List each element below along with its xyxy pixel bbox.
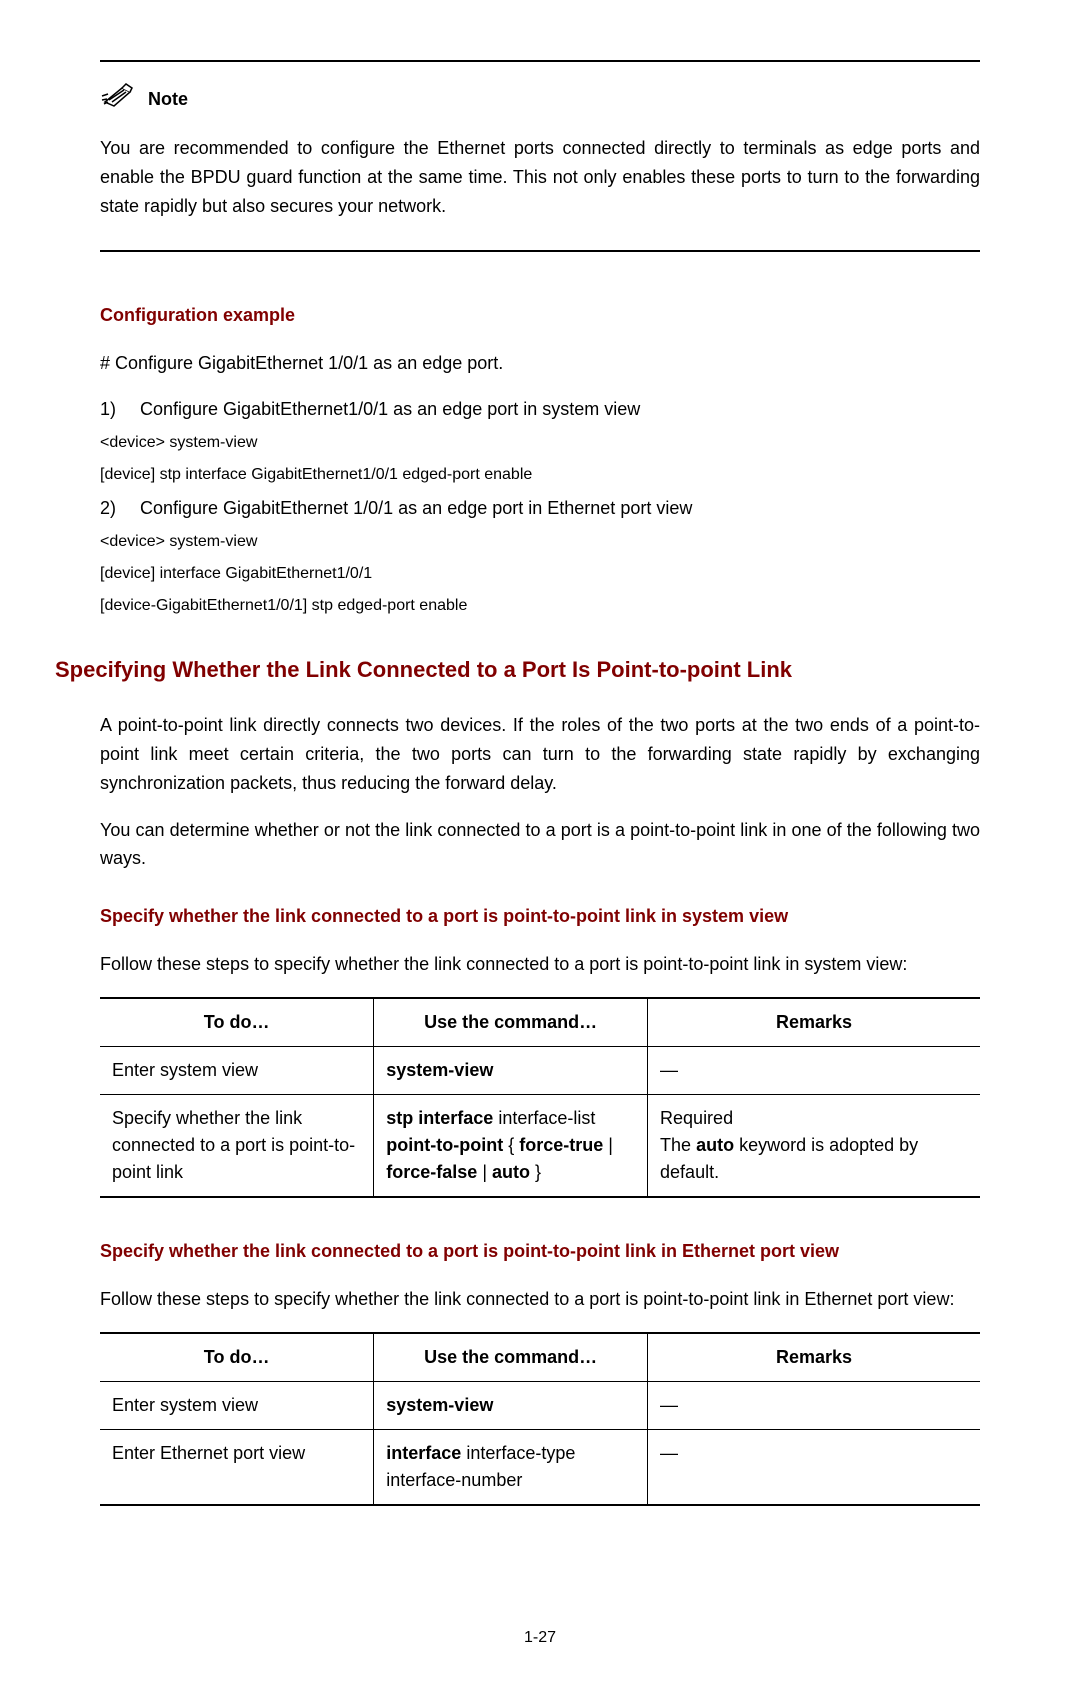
cmd-bold: force-false bbox=[386, 1162, 477, 1182]
sub1-heading: Specify whether the link connected to a … bbox=[100, 903, 980, 930]
step-2-text: Configure GigabitEthernet 1/0/1 as an ed… bbox=[140, 495, 692, 522]
cell-todo: Specify whether the link connected to a … bbox=[100, 1094, 374, 1197]
config-example-intro: # Configure GigabitEthernet 1/0/1 as an … bbox=[100, 349, 980, 378]
section-para-1: A point-to-point link directly connects … bbox=[100, 711, 980, 797]
th-todo: To do… bbox=[100, 1333, 374, 1382]
remarks-plain: The bbox=[660, 1135, 696, 1155]
table-port-view: To do… Use the command… Remarks Enter sy… bbox=[100, 1332, 980, 1506]
table-row: Specify whether the link connected to a … bbox=[100, 1094, 980, 1197]
cmd-plain: | bbox=[603, 1135, 613, 1155]
table-header-row: To do… Use the command… Remarks bbox=[100, 998, 980, 1047]
remarks-line-2: The auto keyword is adopted by default. bbox=[660, 1132, 968, 1186]
cell-todo: Enter system view bbox=[100, 1046, 374, 1094]
th-command: Use the command… bbox=[374, 1333, 648, 1382]
page-number: 1-27 bbox=[100, 1626, 980, 1650]
cmd-plain: interface-list bbox=[493, 1108, 595, 1128]
step-1-num: 1) bbox=[100, 396, 140, 423]
th-todo: To do… bbox=[100, 998, 374, 1047]
cmd-plain: { bbox=[503, 1135, 519, 1155]
page-root: Note You are recommended to configure th… bbox=[0, 0, 1080, 1690]
cell-todo: Enter Ethernet port view bbox=[100, 1429, 374, 1505]
cell-command: system-view bbox=[374, 1381, 648, 1429]
section-para-2: You can determine whether or not the lin… bbox=[100, 816, 980, 874]
cmd-plain: } bbox=[530, 1162, 541, 1182]
note-label: Note bbox=[148, 86, 188, 113]
cell-remarks: — bbox=[648, 1046, 980, 1094]
step-2-code-1: <device> system-view bbox=[100, 530, 980, 554]
cmd-bold: force-true bbox=[519, 1135, 603, 1155]
config-example-heading: Configuration example bbox=[100, 302, 980, 329]
step-2-num: 2) bbox=[100, 495, 140, 522]
cell-command: interface interface-type interface-numbe… bbox=[374, 1429, 648, 1505]
cmd-bold: system-view bbox=[386, 1060, 493, 1080]
remarks-bold: auto bbox=[696, 1135, 734, 1155]
step-1-text: Configure GigabitEthernet1/0/1 as an edg… bbox=[140, 396, 640, 423]
note-block: Note You are recommended to configure th… bbox=[100, 60, 980, 252]
table-row: Enter system view system-view — bbox=[100, 1381, 980, 1429]
step-1: 1) Configure GigabitEthernet1/0/1 as an … bbox=[100, 396, 980, 423]
step-1-code-2: [device] stp interface GigabitEthernet1/… bbox=[100, 463, 980, 487]
cell-command: stp interface interface-list point-to-po… bbox=[374, 1094, 648, 1197]
note-header: Note bbox=[100, 82, 980, 116]
cmd-bold: auto bbox=[492, 1162, 530, 1182]
cmd-bold: interface bbox=[386, 1443, 461, 1463]
cell-remarks: — bbox=[648, 1381, 980, 1429]
cell-remarks: Required The auto keyword is adopted by … bbox=[648, 1094, 980, 1197]
th-remarks: Remarks bbox=[648, 998, 980, 1047]
cmd-plain: | bbox=[477, 1162, 492, 1182]
remarks-line-1: Required bbox=[660, 1105, 968, 1132]
note-hand-icon bbox=[100, 80, 140, 116]
th-command: Use the command… bbox=[374, 998, 648, 1047]
sub2-intro: Follow these steps to specify whether th… bbox=[100, 1285, 980, 1314]
cell-todo: Enter system view bbox=[100, 1381, 374, 1429]
table-header-row: To do… Use the command… Remarks bbox=[100, 1333, 980, 1382]
sub1-intro: Follow these steps to specify whether th… bbox=[100, 950, 980, 979]
cell-remarks: — bbox=[648, 1429, 980, 1505]
cmd-bold: system-view bbox=[386, 1395, 493, 1415]
cell-command: system-view bbox=[374, 1046, 648, 1094]
section-heading: Specifying Whether the Link Connected to… bbox=[55, 653, 980, 686]
step-2-code-2: [device] interface GigabitEthernet1/0/1 bbox=[100, 562, 980, 586]
step-1-code-1: <device> system-view bbox=[100, 431, 980, 455]
th-remarks: Remarks bbox=[648, 1333, 980, 1382]
note-text: You are recommended to configure the Eth… bbox=[100, 134, 980, 220]
table-system-view: To do… Use the command… Remarks Enter sy… bbox=[100, 997, 980, 1198]
sub2-heading: Specify whether the link connected to a … bbox=[100, 1238, 980, 1265]
table-row: Enter system view system-view — bbox=[100, 1046, 980, 1094]
table-row: Enter Ethernet port view interface inter… bbox=[100, 1429, 980, 1505]
step-2: 2) Configure GigabitEthernet 1/0/1 as an… bbox=[100, 495, 980, 522]
cmd-bold: stp interface bbox=[386, 1108, 493, 1128]
step-2-code-3: [device-GigabitEthernet1/0/1] stp edged-… bbox=[100, 594, 980, 618]
cmd-bold: point-to-point bbox=[386, 1135, 503, 1155]
